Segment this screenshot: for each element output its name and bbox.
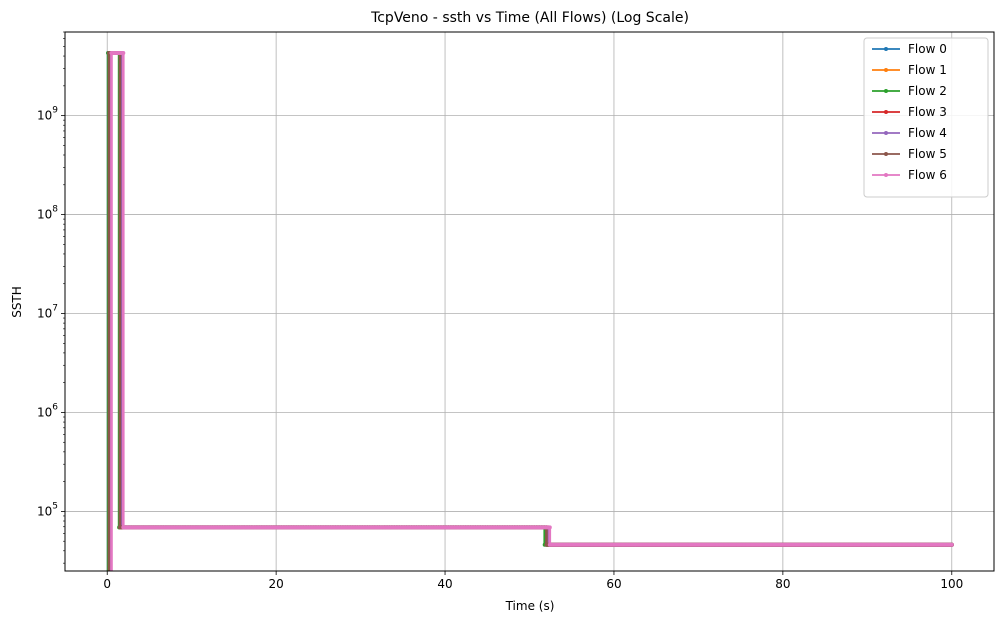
- y-tick-exponent: 7: [52, 304, 58, 314]
- series-flow-2: [106, 51, 954, 571]
- series-flow-3: [107, 51, 954, 571]
- y-tick-exponent: 5: [52, 501, 58, 511]
- x-tick-label: 100: [940, 577, 963, 591]
- x-tick-label: 0: [103, 577, 111, 591]
- legend-label: Flow 2: [908, 84, 947, 98]
- series-flow-6: [109, 51, 954, 571]
- legend-box: [863, 37, 989, 198]
- legend-label: Flow 3: [908, 105, 947, 119]
- y-tick-base: 10: [37, 504, 52, 518]
- legend-marker: [884, 68, 888, 72]
- y-tick-exponent: 9: [52, 106, 58, 116]
- y-tick-base: 10: [37, 405, 52, 419]
- x-tick-label: 60: [606, 577, 621, 591]
- series-line: [110, 51, 952, 571]
- plot-frame: [64, 31, 995, 572]
- legend-item: Flow 1: [872, 63, 947, 77]
- x-axis-label: Time (s): [505, 599, 555, 613]
- series-flow-0: [106, 51, 954, 571]
- legend-label: Flow 1: [908, 63, 947, 77]
- series-layer: [106, 51, 954, 571]
- legend: Flow 0 Flow 1 Flow 2 Flow 3 Flow 4 Flow 5 Flow…: [863, 37, 989, 198]
- series-line: [106, 51, 952, 571]
- legend-item: Flow 3: [872, 105, 947, 119]
- legend-marker: [884, 47, 888, 51]
- legend-item: Flow 0: [872, 42, 947, 56]
- x-tick-label: 20: [268, 577, 283, 591]
- y-tick-exponent: 8: [52, 205, 58, 215]
- y-tick-label: 106: [37, 402, 58, 419]
- series-line: [109, 51, 952, 571]
- series-point: [121, 51, 126, 55]
- legend-label: Flow 5: [908, 147, 947, 161]
- legend-label: Flow 4: [908, 126, 947, 140]
- y-tick-label: 109: [37, 106, 58, 123]
- series-line: [107, 51, 952, 571]
- legend-item: Flow 2: [872, 84, 947, 98]
- legend-marker: [884, 110, 888, 114]
- legend-item: Flow 5: [872, 147, 947, 161]
- series-flow-1: [106, 51, 954, 571]
- series-point: [547, 525, 552, 530]
- series-line: [106, 51, 952, 571]
- legend-marker: [884, 173, 888, 177]
- x-tick-label: 80: [775, 577, 790, 591]
- legend-marker: [884, 131, 888, 135]
- chart-title: TcpVeno - ssth vs Time (All Flows) (Log …: [370, 10, 689, 26]
- legend-item: Flow 4: [872, 126, 947, 140]
- series-flow-4: [108, 51, 954, 571]
- y-tick-exponent: 6: [52, 402, 58, 412]
- legend-label: Flow 0: [908, 42, 947, 56]
- y-axis-label: SSTH: [10, 286, 24, 318]
- series-line: [108, 51, 952, 571]
- legend-item: Flow 6: [872, 168, 947, 182]
- series-flow-5: [106, 51, 954, 571]
- y-tick-label: 105: [37, 501, 58, 518]
- y-tick-label: 107: [37, 304, 58, 321]
- x-axis: 0 20 40 60 80 100: [103, 571, 963, 591]
- series-line: [107, 51, 952, 571]
- y-tick-label: 108: [37, 205, 58, 222]
- y-tick-base: 10: [37, 109, 52, 123]
- x-tick-label: 40: [437, 577, 452, 591]
- series-point: [949, 542, 954, 547]
- y-tick-base: 10: [37, 307, 52, 321]
- legend-marker: [884, 89, 888, 93]
- grid: [65, 32, 994, 571]
- legend-label: Flow 6: [908, 168, 947, 182]
- y-tick-base: 10: [37, 208, 52, 222]
- legend-marker: [884, 152, 888, 156]
